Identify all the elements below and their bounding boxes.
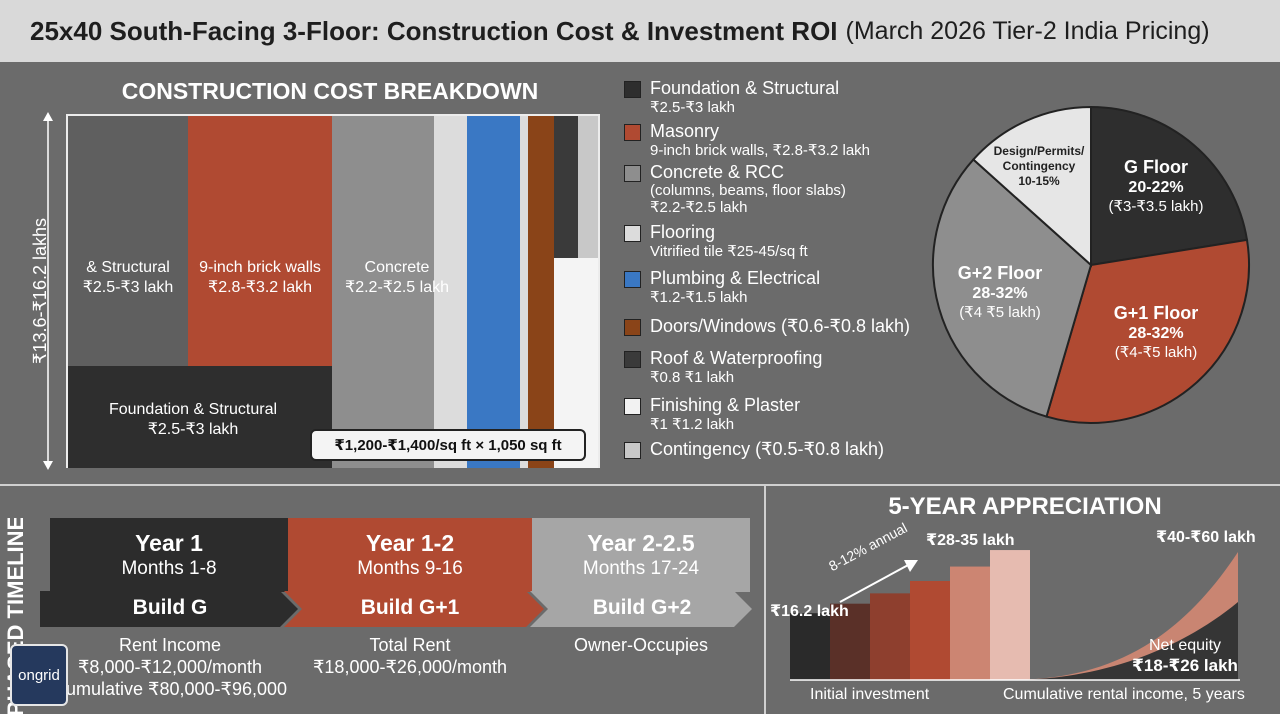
page-title: 25x40 South-Facing 3-Floor: Construction… bbox=[30, 15, 838, 46]
final-value: ₹40-₹60 lakh bbox=[1156, 529, 1256, 546]
pie-slice-3 bbox=[971, 105, 1092, 268]
pie-label-g1-floor: G+1 Floor 28-32% (₹4-₹5 lakh) bbox=[1113, 303, 1199, 361]
pie-slice-1 bbox=[1045, 238, 1250, 424]
growth-arrow-head bbox=[904, 560, 918, 572]
treemap-tile-plumbing bbox=[467, 116, 520, 468]
timeline-phase-1: Year 1 Months 1-8 bbox=[50, 518, 288, 592]
ongrid-logo: ongrid bbox=[10, 644, 68, 706]
treemap-tile-roof bbox=[554, 116, 578, 258]
floor-cost-pie bbox=[932, 105, 1250, 424]
treemap-tile-contingency bbox=[578, 116, 598, 258]
appreciation-title: 5-YEAR APPRECIATION bbox=[888, 493, 1162, 520]
legend-swatch bbox=[624, 124, 641, 141]
treemap-axis-label: ₹13.6-₹16.2 lakhs bbox=[30, 218, 50, 364]
timeline-build-2: Build G+1 bbox=[360, 596, 460, 619]
pie-slice-2 bbox=[932, 158, 1093, 418]
page-subtitle: (March 2026 Tier-2 India Pricing) bbox=[845, 16, 1210, 45]
appreciation-bar-4 bbox=[950, 566, 990, 680]
pie-label-g2-floor: G+2 Floor 28-32% (₹4 ₹5 lakh) bbox=[957, 263, 1043, 321]
start-value: ₹16.2 lakh bbox=[770, 603, 849, 620]
appreciation-bar-5 bbox=[990, 550, 1030, 680]
net-equity-label: Net equity ₹18-₹26 lakh bbox=[1132, 637, 1238, 675]
treemap-label-structural: & Structural ₹2.5-₹3 lakh bbox=[82, 259, 174, 296]
timeline-foot-1: Rent Income ₹8,000-₹12,000/month Cumulat… bbox=[52, 635, 288, 699]
page-header: 25x40 South-Facing 3-Floor: Construction… bbox=[0, 0, 1280, 62]
timeline-foot-3: Owner-Occupies bbox=[573, 635, 709, 655]
timeline-phase-3: Year 2-2.5 Months 17-24 bbox=[532, 518, 750, 592]
appreciation-bar-1 bbox=[830, 603, 870, 680]
pie-label-design: Design/Permits/ Contingency 10-15% bbox=[993, 144, 1085, 188]
treemap-label-masonry: 9-inch brick walls ₹2.8-₹3.2 lakh bbox=[199, 259, 321, 296]
treemap-tile-flooring bbox=[434, 116, 467, 468]
appreciation-bar-3 bbox=[910, 581, 950, 680]
treemap-frame: & Structural ₹2.5-₹3 lakh 9-inch brick w… bbox=[66, 114, 600, 468]
pie-slice-0 bbox=[1090, 105, 1249, 267]
legend-swatch bbox=[624, 398, 641, 415]
x-label-initial: Initial investment bbox=[810, 686, 930, 703]
legend-swatch bbox=[624, 442, 641, 459]
x-label-rental: Cumulative rental income, 5 years bbox=[1003, 686, 1245, 703]
timeline-phase-2: Year 1-2 Months 9-16 bbox=[288, 518, 532, 592]
treemap-title: CONSTRUCTION COST BREAKDOWN bbox=[121, 78, 539, 104]
treemap-tile-foundation-top bbox=[68, 116, 188, 366]
legend-swatch bbox=[624, 319, 641, 336]
net-equity-area bbox=[1010, 602, 1238, 680]
legend-swatch bbox=[624, 271, 641, 288]
legend-swatch bbox=[624, 165, 641, 182]
timeline-foot-2: Total Rent ₹18,000-₹26,000/month bbox=[312, 635, 508, 677]
timeline-arrows bbox=[40, 591, 752, 627]
legend-swatch bbox=[624, 81, 641, 98]
treemap-tile-doors bbox=[528, 116, 554, 468]
timeline-build-3: Build G+2 bbox=[592, 596, 692, 619]
treemap-tile-foundation bbox=[68, 366, 332, 468]
treemap-label-foundation: Foundation & Structural ₹2.5-₹3 lakh bbox=[108, 401, 278, 438]
treemap-tile-gap bbox=[520, 116, 528, 468]
section-divider-vertical bbox=[764, 486, 766, 714]
appreciated-value: ₹28-35 lakh bbox=[926, 532, 1015, 549]
treemap-axis bbox=[40, 112, 56, 470]
treemap-tile-masonry bbox=[188, 116, 332, 366]
rate-badge: ₹1,200-₹1,400/sq ft × 1,050 sq ft bbox=[310, 429, 586, 461]
section-divider bbox=[0, 484, 1280, 486]
appreciation-bar-0 bbox=[790, 613, 830, 680]
treemap-tile-concrete bbox=[332, 116, 434, 468]
appreciation-bar-2 bbox=[870, 593, 910, 680]
timeline-build-1: Build G bbox=[132, 596, 208, 619]
legend-swatch bbox=[624, 225, 641, 242]
appreciation-chart bbox=[790, 550, 1240, 681]
pie-label-g-floor: G Floor 20-22% (₹3-₹3.5 lakh) bbox=[1108, 157, 1204, 215]
growth-arrow bbox=[839, 563, 911, 603]
treemap-label-concrete: Concrete ₹2.2-₹2.5 lakh bbox=[345, 259, 449, 296]
legend-swatch bbox=[624, 351, 641, 368]
